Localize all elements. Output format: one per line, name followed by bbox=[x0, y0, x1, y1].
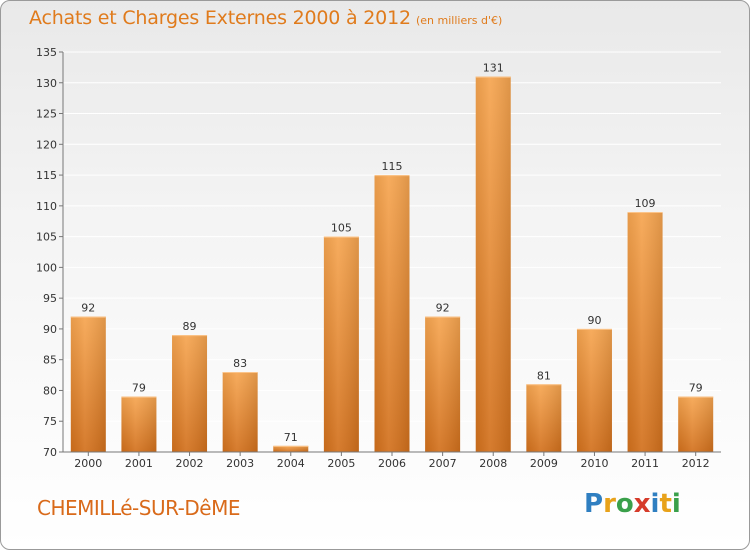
x-tick-label: 2000 bbox=[74, 457, 102, 470]
x-tick-label: 2002 bbox=[176, 457, 204, 470]
bar-shade bbox=[627, 212, 663, 452]
y-tick-label: 75 bbox=[43, 415, 57, 428]
x-tick-label: 2012 bbox=[682, 457, 710, 470]
commune-name: CHEMILLé-SUR-DêME bbox=[37, 496, 240, 520]
bar-shade bbox=[121, 396, 157, 452]
y-tick-label: 100 bbox=[36, 261, 57, 274]
y-tick-label: 130 bbox=[36, 77, 57, 90]
x-tick-label: 2010 bbox=[580, 457, 608, 470]
value-label: 79 bbox=[689, 382, 703, 395]
bar-shade bbox=[425, 316, 461, 452]
value-label: 71 bbox=[284, 431, 298, 444]
proxiti-logo: Proxiti bbox=[584, 489, 681, 519]
y-tick-label: 80 bbox=[43, 384, 57, 397]
value-label: 131 bbox=[483, 62, 504, 75]
value-label: 109 bbox=[635, 197, 656, 210]
x-tick-label: 2006 bbox=[378, 457, 406, 470]
x-tick-label: 2009 bbox=[530, 457, 558, 470]
logo-letter: i bbox=[671, 489, 681, 519]
x-tick-label: 2008 bbox=[479, 457, 507, 470]
bar-shade bbox=[323, 236, 359, 452]
bar-shade bbox=[273, 445, 309, 452]
y-tick-label: 135 bbox=[36, 46, 57, 59]
logo-letter: r bbox=[603, 489, 616, 519]
bar-shade bbox=[172, 335, 208, 452]
logo-letter: i bbox=[650, 489, 660, 519]
y-tick-label: 115 bbox=[36, 169, 57, 182]
value-label: 89 bbox=[183, 320, 197, 333]
x-tick-label: 2001 bbox=[125, 457, 153, 470]
y-tick-label: 125 bbox=[36, 108, 57, 121]
value-label: 115 bbox=[382, 160, 403, 173]
bar-shade bbox=[374, 175, 410, 453]
bar-shade bbox=[526, 384, 562, 452]
y-tick-label: 90 bbox=[43, 323, 57, 336]
bar-shade bbox=[222, 372, 258, 452]
value-label: 92 bbox=[436, 302, 450, 315]
value-label: 79 bbox=[132, 382, 146, 395]
value-label: 92 bbox=[81, 302, 95, 315]
chart-subtitle: (en milliers d'€) bbox=[416, 14, 503, 27]
y-tick-label: 70 bbox=[43, 446, 57, 459]
x-tick-label: 2003 bbox=[226, 457, 254, 470]
y-tick-label: 120 bbox=[36, 138, 57, 151]
value-label: 81 bbox=[537, 369, 551, 382]
x-tick-label: 2011 bbox=[631, 457, 659, 470]
bar-shade bbox=[475, 76, 511, 452]
y-tick-label: 85 bbox=[43, 354, 57, 367]
value-label: 90 bbox=[587, 314, 601, 327]
logo-letter: o bbox=[615, 489, 634, 519]
value-label: 83 bbox=[233, 357, 247, 370]
bar-shade bbox=[576, 328, 612, 452]
y-tick-label: 95 bbox=[43, 292, 57, 305]
logo-letter: P bbox=[584, 489, 604, 519]
logo-letter: t bbox=[659, 489, 672, 519]
bar-shade bbox=[70, 316, 106, 452]
bar-shade bbox=[678, 396, 714, 452]
y-tick-label: 110 bbox=[36, 200, 57, 213]
value-label: 105 bbox=[331, 222, 352, 235]
y-tick-label: 105 bbox=[36, 231, 57, 244]
x-tick-label: 2007 bbox=[429, 457, 457, 470]
x-tick-label: 2005 bbox=[327, 457, 355, 470]
x-tick-label: 2004 bbox=[277, 457, 305, 470]
logo-letter: x bbox=[633, 489, 651, 519]
chart-title: Achats et Charges Externes 2000 à 2012 bbox=[29, 7, 411, 29]
